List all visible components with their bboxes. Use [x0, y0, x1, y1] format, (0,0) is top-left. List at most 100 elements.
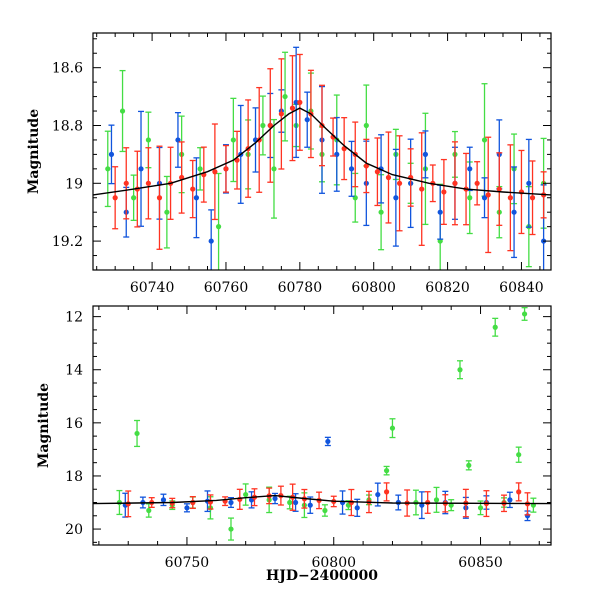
data-point-blue: [138, 110, 145, 227]
data-point-red: [396, 135, 403, 232]
data-point-red: [348, 488, 355, 517]
data-point-green: [515, 446, 522, 463]
data-point-blue: [193, 157, 200, 239]
y-tick-label: 19: [65, 176, 83, 192]
data-point-red: [200, 146, 207, 203]
data-point-red: [451, 141, 458, 226]
data-point-green: [270, 118, 277, 219]
y-axis-title: Magnitude: [36, 383, 52, 468]
data-point-red: [189, 495, 196, 510]
model-curve: [93, 107, 551, 196]
data-point-green: [465, 460, 472, 471]
data-point-blue: [422, 130, 429, 179]
data-point-blue: [481, 177, 488, 219]
data-point-red: [363, 138, 370, 194]
bottom-panel: 60750 60800 60850 12 14 16 18 20 Magnitude HJD−24…: [36, 305, 552, 584]
x-tick-label: 60840: [499, 280, 544, 296]
data-point-red: [518, 149, 525, 235]
plot-frame: [92, 305, 552, 546]
data-point-green: [456, 360, 463, 380]
data-point-green: [389, 418, 396, 439]
data-point-blue: [339, 490, 346, 515]
data-point-red: [156, 145, 163, 250]
y-tick-label: 19.2: [52, 234, 83, 250]
x-tick-label: 60780: [278, 280, 323, 296]
data-point-blue: [292, 493, 299, 512]
data-point-green: [282, 51, 289, 142]
data-point-red: [112, 166, 119, 230]
x-tick-label: 60800: [311, 555, 356, 571]
x-tick-label: 60760: [204, 280, 249, 296]
data-point-blue: [506, 491, 513, 509]
data-point-green: [145, 503, 152, 518]
data-point-green: [448, 499, 455, 512]
data-point-blue: [160, 493, 167, 507]
y-tick-label: 14: [65, 363, 83, 379]
data-point-green: [104, 130, 111, 208]
x-tick-label: 60740: [130, 280, 175, 296]
data-point-blue: [304, 91, 311, 148]
data-point-red: [407, 148, 414, 207]
data-point-red: [474, 161, 481, 206]
data-point-blue: [348, 140, 355, 197]
y-axis-title: Magnitude: [26, 109, 42, 194]
data-point-red: [507, 144, 514, 252]
data-point-green: [321, 504, 328, 517]
y-tick-label: 18: [65, 469, 83, 485]
data-point-red: [148, 497, 155, 508]
data-point-red: [236, 488, 243, 510]
data-point-red: [496, 152, 503, 226]
data-point-red: [278, 58, 285, 170]
data-point-green: [119, 69, 126, 153]
data-point-red: [440, 158, 447, 226]
data-point-green: [530, 497, 537, 513]
data-point-blue: [208, 209, 215, 270]
data-point-blue: [466, 146, 473, 192]
data-point-blue: [418, 491, 425, 520]
data-point-green: [163, 175, 170, 249]
data-point-green: [215, 172, 222, 270]
data-point-blue: [174, 111, 181, 168]
x-tick-label: 60750: [165, 555, 210, 571]
x-tick-label: 60820: [425, 280, 470, 296]
y-tick-label: 18.8: [52, 118, 83, 134]
data-point-green: [130, 174, 137, 222]
data-point-blue: [183, 503, 190, 513]
model-curve: [93, 494, 551, 505]
data-point-red: [189, 159, 196, 219]
data-point-blue: [378, 134, 385, 204]
data-point-red: [485, 136, 492, 254]
data-point-green: [259, 95, 266, 156]
data-point-red: [123, 147, 130, 220]
data-point-red: [515, 482, 522, 502]
top-panel: 60740 60760 60780 60800 60820 60840 18.6 18.8 19…: [26, 32, 552, 296]
data-point-red: [374, 137, 381, 207]
data-point-red: [529, 160, 536, 236]
data-point-green: [227, 517, 234, 541]
x-axis-title: HJD−2400000: [266, 568, 378, 584]
data-point-red: [296, 53, 303, 151]
data-point-blue: [354, 498, 361, 517]
y-tick-label: 16: [65, 416, 83, 432]
data-point-green: [197, 147, 204, 191]
data-point-red: [145, 147, 152, 220]
data-point-red: [418, 132, 425, 246]
x-tick-label: 60800: [351, 280, 396, 296]
data-point-red: [341, 117, 348, 181]
data-point-green: [521, 307, 528, 321]
data-point-blue: [525, 138, 532, 228]
y-tick-label: 18.6: [52, 61, 83, 77]
data-point-red: [385, 131, 392, 224]
data-point-green: [433, 486, 440, 513]
data-point-green: [492, 317, 499, 337]
y-tick-label: 12: [65, 310, 83, 326]
x-tick-label: 60850: [458, 555, 503, 571]
y-tick-label: 20: [65, 522, 83, 538]
data-point-green: [242, 483, 249, 506]
data-point-red: [383, 482, 390, 502]
data-point-red: [289, 55, 296, 162]
data-point-blue: [333, 116, 340, 192]
data-point-green: [383, 465, 390, 476]
data-point-green: [230, 97, 237, 183]
